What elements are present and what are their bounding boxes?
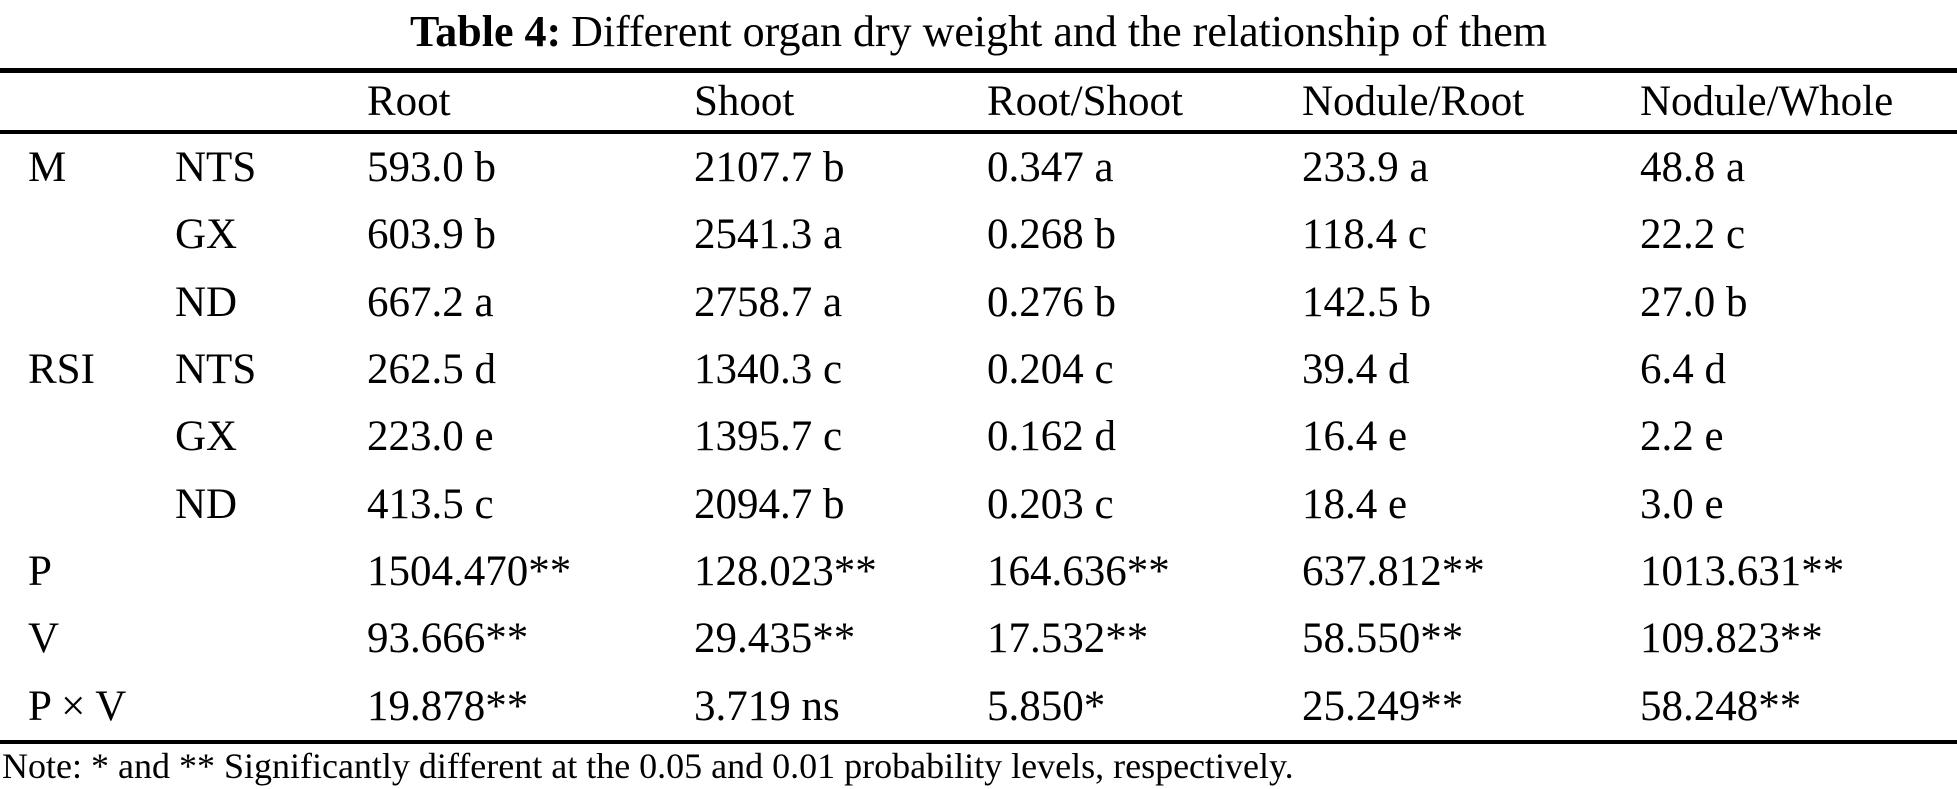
value-cell: 2107.7 b bbox=[694, 144, 845, 192]
value-cell: 18.4 e bbox=[1302, 480, 1408, 528]
factor-cell: P × V bbox=[28, 682, 127, 730]
factor-cell: P bbox=[28, 548, 52, 596]
table-body: M NTS 593.0 b 2107.7 b 0.347 a 233.9 a 48.8 a G… bbox=[0, 134, 1957, 740]
column-header-root: Root bbox=[367, 78, 451, 125]
column-header-nodule-root: Nodule/Root bbox=[1302, 78, 1525, 125]
table-row: RSI NTS 262.5 d 1340.3 c 0.204 c 39.4 d 6.4 d bbox=[0, 336, 1957, 403]
value-cell: 2758.7 a bbox=[694, 278, 843, 326]
bottom-rule bbox=[0, 740, 1957, 744]
table-row: M NTS 593.0 b 2107.7 b 0.347 a 233.9 a 48.8 a bbox=[0, 134, 1957, 201]
value-cell: 48.8 a bbox=[1640, 144, 1746, 192]
value-cell: 142.5 b bbox=[1302, 278, 1431, 326]
variety-cell: NTS bbox=[175, 144, 257, 192]
value-cell: 603.9 b bbox=[367, 211, 496, 259]
value-cell: 19.878** bbox=[367, 682, 529, 730]
factor-cell: RSI bbox=[28, 346, 95, 394]
value-cell: 29.435** bbox=[694, 615, 856, 663]
variety-cell: GX bbox=[175, 211, 238, 259]
value-cell: 2541.3 a bbox=[694, 211, 843, 259]
factor-cell: M bbox=[28, 144, 67, 192]
value-cell: 118.4 c bbox=[1302, 211, 1427, 259]
value-cell: 233.9 a bbox=[1302, 144, 1429, 192]
table-row: GX 603.9 b 2541.3 a 0.268 b 118.4 c 22.2 c bbox=[0, 201, 1957, 268]
value-cell: 667.2 a bbox=[367, 278, 494, 326]
value-cell: 262.5 d bbox=[367, 346, 496, 394]
variety-cell: ND bbox=[175, 480, 238, 528]
value-cell: 22.2 c bbox=[1640, 211, 1746, 259]
value-cell: 413.5 c bbox=[367, 480, 494, 528]
column-header-nodule-whole: Nodule/Whole bbox=[1640, 78, 1894, 125]
value-cell: 109.823** bbox=[1640, 615, 1823, 663]
value-cell: 1013.631** bbox=[1640, 548, 1845, 596]
value-cell: 1340.3 c bbox=[694, 346, 843, 394]
value-cell: 637.812** bbox=[1302, 548, 1485, 596]
value-cell: 1504.470** bbox=[367, 548, 572, 596]
column-header-shoot: Shoot bbox=[694, 78, 795, 125]
value-cell: 0.204 c bbox=[987, 346, 1114, 394]
table-row: V 93.666** 29.435** 17.532** 58.550** 109.823… bbox=[0, 605, 1957, 672]
value-cell: 164.636** bbox=[987, 548, 1170, 596]
top-rule bbox=[0, 68, 1957, 73]
table-caption-label: Table 4: bbox=[409, 7, 562, 56]
variety-cell: GX bbox=[175, 413, 238, 461]
value-cell: 58.248** bbox=[1640, 682, 1802, 730]
value-cell: 27.0 b bbox=[1640, 278, 1748, 326]
value-cell: 2.2 e bbox=[1640, 413, 1724, 461]
value-cell: 0.276 b bbox=[987, 278, 1116, 326]
table-row: P 1504.470** 128.023** 164.636** 637.812** 10… bbox=[0, 538, 1957, 605]
value-cell: 93.666** bbox=[367, 615, 529, 663]
table-row: ND 667.2 a 2758.7 a 0.276 b 142.5 b 27.0 b bbox=[0, 269, 1957, 336]
value-cell: 25.249** bbox=[1302, 682, 1464, 730]
table-caption: Table 4: Different organ dry weight and t… bbox=[0, 6, 1957, 57]
table-caption-text: Different organ dry weight and the relat… bbox=[571, 7, 1548, 56]
value-cell: 6.4 d bbox=[1640, 346, 1726, 394]
value-cell: 0.268 b bbox=[987, 211, 1116, 259]
value-cell: 39.4 d bbox=[1302, 346, 1410, 394]
table-note: Note: * and ** Significantly different a… bbox=[2, 746, 1294, 786]
value-cell: 3.0 e bbox=[1640, 480, 1724, 528]
value-cell: 16.4 e bbox=[1302, 413, 1408, 461]
table-header-row: Root Shoot Root/Shoot Nodule/Root Nodule… bbox=[0, 73, 1957, 130]
value-cell: 0.203 c bbox=[987, 480, 1114, 528]
value-cell: 17.532** bbox=[987, 615, 1149, 663]
column-header-root-shoot: Root/Shoot bbox=[987, 78, 1183, 125]
value-cell: 128.023** bbox=[694, 548, 877, 596]
value-cell: 593.0 b bbox=[367, 144, 496, 192]
factor-cell: V bbox=[28, 615, 60, 663]
header-rule bbox=[0, 130, 1957, 134]
value-cell: 1395.7 c bbox=[694, 413, 843, 461]
value-cell: 223.0 e bbox=[367, 413, 494, 461]
value-cell: 0.162 d bbox=[987, 413, 1116, 461]
value-cell: 0.347 a bbox=[987, 144, 1114, 192]
value-cell: 5.850* bbox=[987, 682, 1106, 730]
value-cell: 3.719 ns bbox=[694, 682, 840, 730]
table-row: GX 223.0 e 1395.7 c 0.162 d 16.4 e 2.2 e bbox=[0, 403, 1957, 470]
value-cell: 58.550** bbox=[1302, 615, 1464, 663]
variety-cell: NTS bbox=[175, 346, 257, 394]
table-row: P × V 19.878** 3.719 ns 5.850* 25.249** 58.24… bbox=[0, 673, 1957, 740]
variety-cell: ND bbox=[175, 278, 238, 326]
table-row: ND 413.5 c 2094.7 b 0.203 c 18.4 e 3.0 e bbox=[0, 471, 1957, 538]
value-cell: 2094.7 b bbox=[694, 480, 845, 528]
